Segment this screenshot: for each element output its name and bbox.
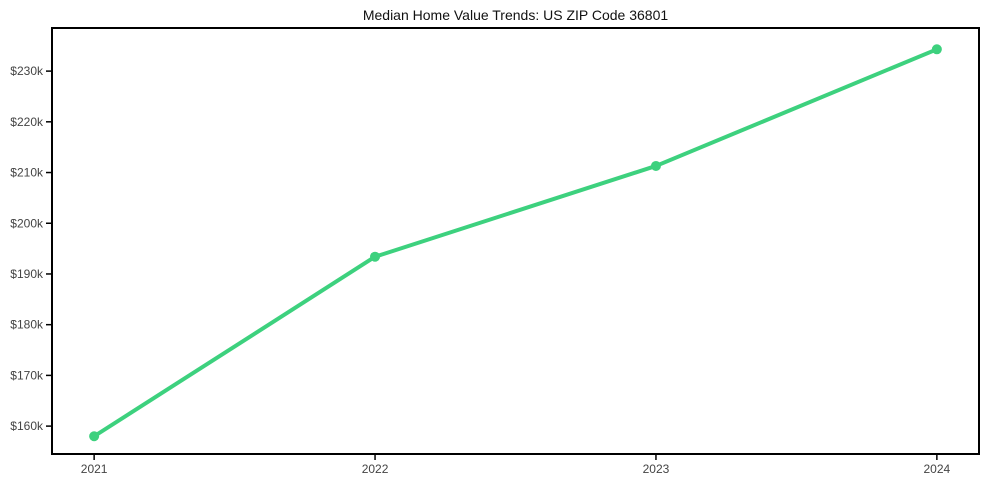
plot-border bbox=[51, 27, 980, 455]
y-tick-label: $230k bbox=[10, 64, 44, 78]
data-point bbox=[370, 251, 381, 262]
data-point bbox=[650, 160, 661, 171]
chart-title: Median Home Value Trends: US ZIP Code 36… bbox=[362, 7, 669, 23]
y-tick-label: $180k bbox=[10, 318, 44, 332]
y-tick-label: $170k bbox=[10, 368, 44, 382]
y-tick-label: $200k bbox=[10, 216, 44, 230]
y-tick-label: $160k bbox=[10, 419, 44, 433]
x-tick-label: 2024 bbox=[924, 462, 951, 476]
x-tick-label: 2023 bbox=[643, 462, 670, 476]
data-point bbox=[89, 431, 100, 442]
data-point bbox=[931, 44, 942, 55]
y-tick-label: $210k bbox=[10, 166, 44, 180]
y-tick-label: $190k bbox=[10, 267, 44, 281]
y-tick-label: $220k bbox=[10, 115, 44, 129]
x-tick-label: 2021 bbox=[81, 462, 108, 476]
x-tick-label: 2022 bbox=[362, 462, 389, 476]
trend-line bbox=[92, 47, 939, 439]
